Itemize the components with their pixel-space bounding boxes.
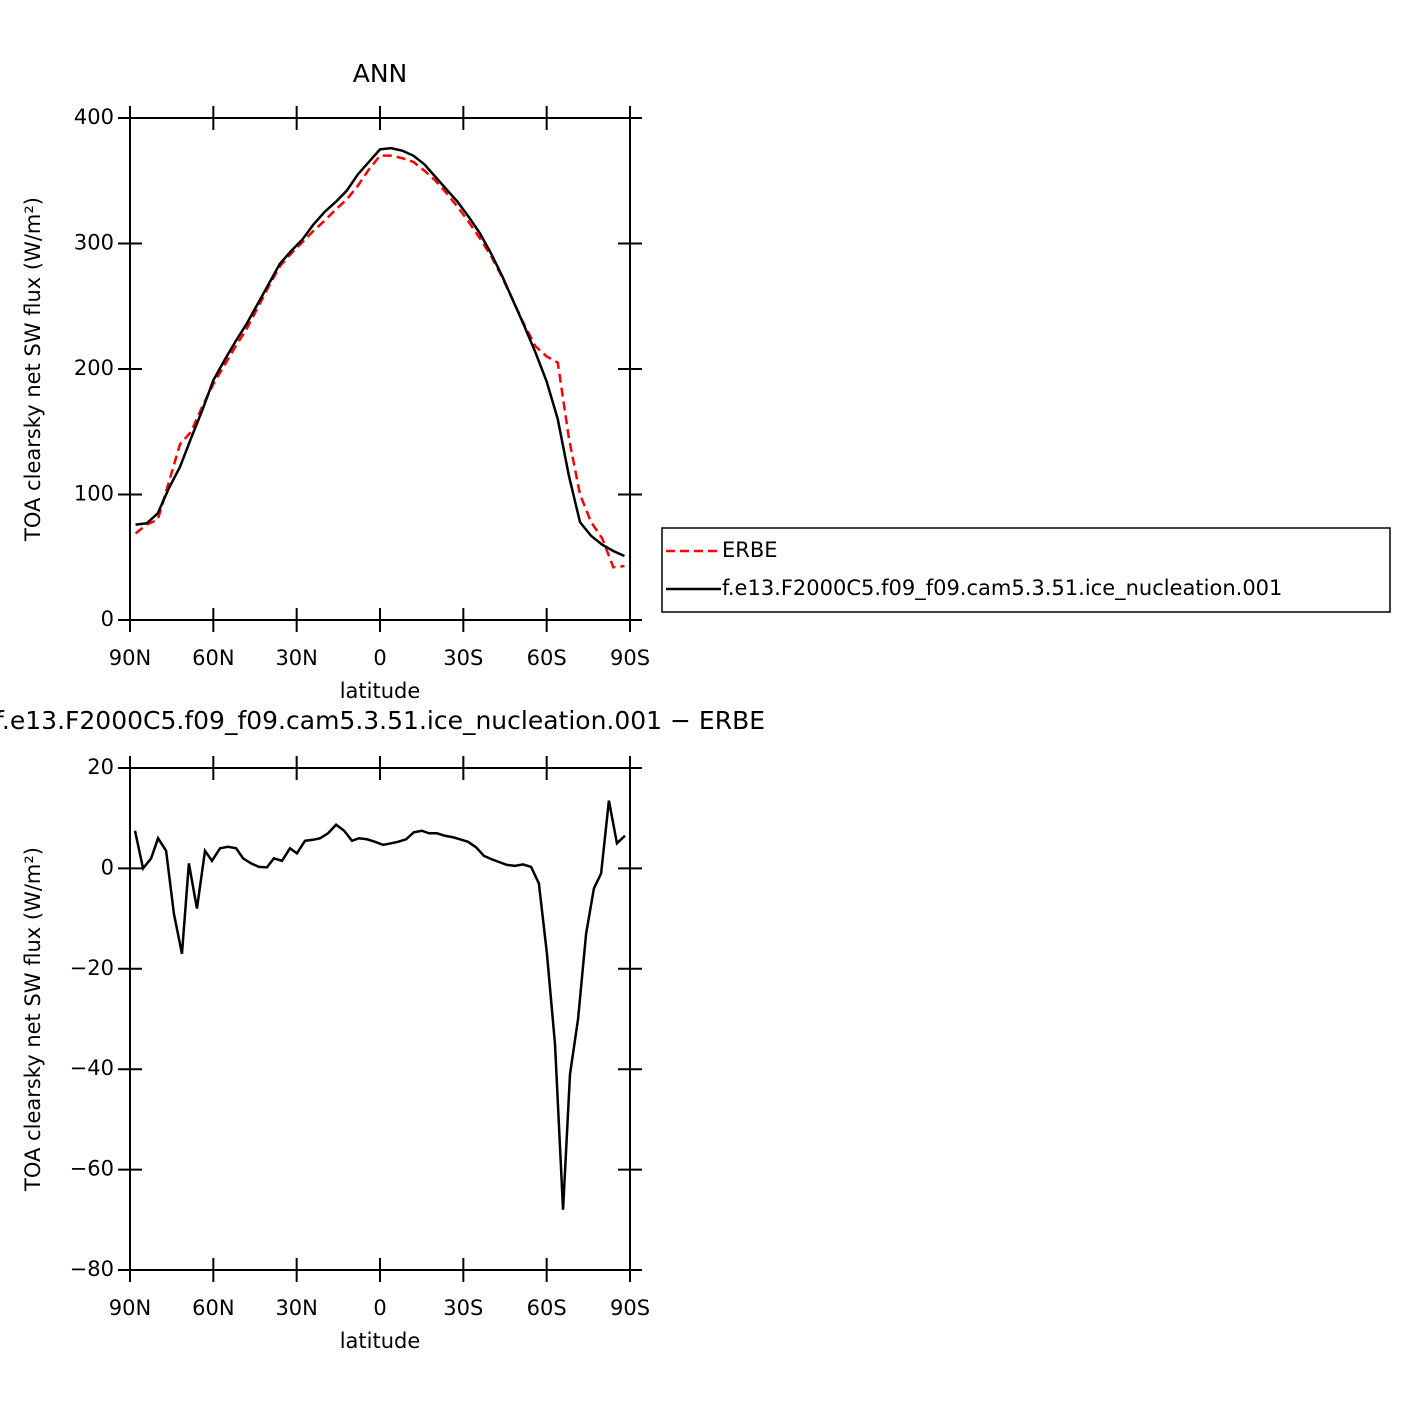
y-axis-label: TOA clearsky net SW flux (W/m²) <box>21 847 45 1192</box>
x-tick-label: 90S <box>610 1296 650 1320</box>
x-tick-label: 60S <box>527 1296 567 1320</box>
x-tick-label: 90S <box>610 646 650 670</box>
y-tick-label: 100 <box>74 482 114 506</box>
x-axis-label: latitude <box>340 1329 421 1353</box>
legend-box <box>661 527 1391 613</box>
x-tick-label: 90N <box>109 646 151 670</box>
legend: ERBE f.e13.F2000C5.f09_f09.cam5.3.51.ice_… <box>661 527 1391 613</box>
x-tick-label: 0 <box>373 646 386 670</box>
data-line <box>135 146 625 558</box>
legend-label: f.e13.F2000C5.f09_f09.cam5.3.51.ice_nucl… <box>722 576 1282 601</box>
x-tick-label: 60N <box>192 646 234 670</box>
chart-title: ANN <box>353 59 408 88</box>
x-tick-label: 30N <box>275 646 317 670</box>
y-tick-label: −40 <box>70 1056 114 1080</box>
y-tick-label: −60 <box>70 1157 114 1181</box>
x-tick-label: 30S <box>443 646 483 670</box>
x-tick-label: 60S <box>527 646 567 670</box>
plot-frame <box>129 117 631 621</box>
x-tick-label: 90N <box>109 1296 151 1320</box>
plot-frame <box>129 767 631 1271</box>
y-tick-label: −20 <box>70 956 114 980</box>
y-axis-label: TOA clearsky net SW flux (W/m²) <box>21 197 45 542</box>
data-line <box>134 154 625 569</box>
y-tick-label: 200 <box>74 356 114 380</box>
y-tick-label: 20 <box>87 755 114 779</box>
x-axis-label: latitude <box>340 679 421 703</box>
data-line <box>133 800 626 1210</box>
y-tick-label: 0 <box>101 607 114 631</box>
x-tick-label: 30N <box>275 1296 317 1320</box>
chart-title: f.e13.F2000C5.f09_f09.cam5.3.51.ice_nucl… <box>0 706 765 735</box>
x-tick-label: 30S <box>443 1296 483 1320</box>
x-tick-label: 60N <box>192 1296 234 1320</box>
y-tick-label: 300 <box>74 231 114 255</box>
x-tick-label: 0 <box>373 1296 386 1320</box>
y-tick-label: −80 <box>70 1257 114 1281</box>
y-tick-label: 400 <box>74 105 114 129</box>
legend-label: ERBE <box>722 538 778 562</box>
y-tick-label: 0 <box>101 855 114 879</box>
